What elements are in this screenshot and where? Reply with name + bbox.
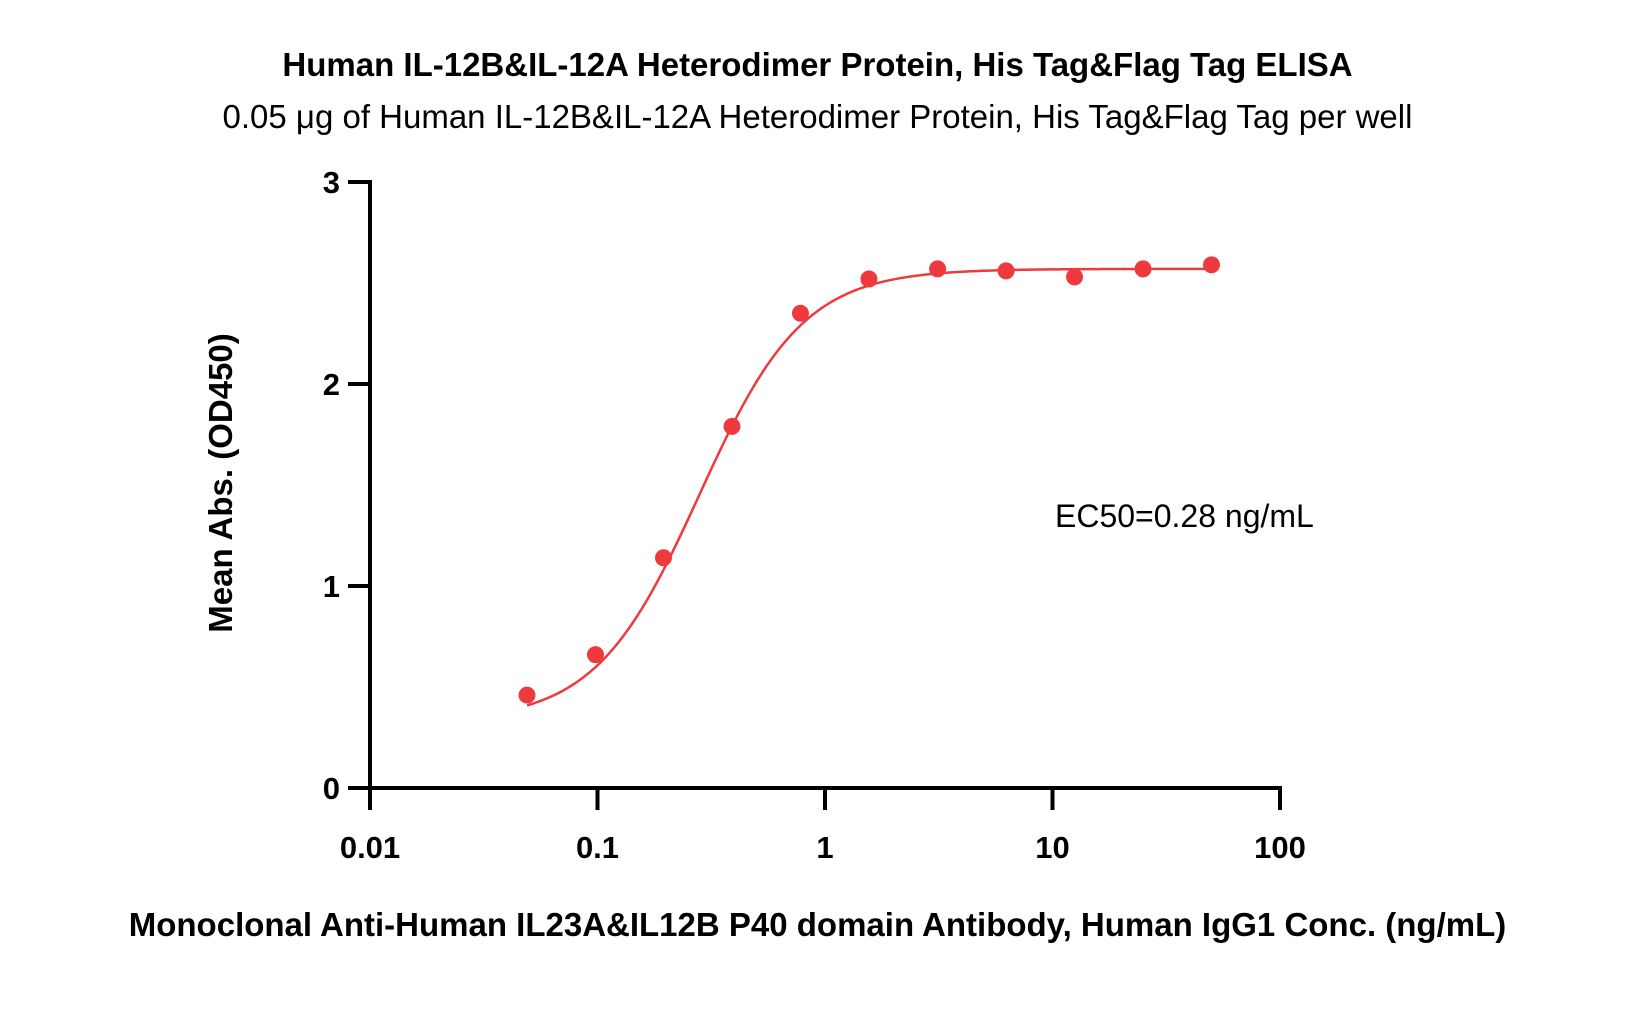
ec50-annotation: EC50=0.28 ng/mL — [1055, 498, 1314, 534]
data-point — [723, 417, 741, 435]
y-tick-label: 0 — [323, 771, 340, 806]
y-tick-label: 2 — [323, 367, 340, 402]
data-point — [997, 262, 1015, 280]
data-point — [1134, 260, 1152, 278]
data-point — [518, 686, 536, 704]
fit-curve-layer — [526, 267, 1212, 707]
x-tick-label: 10 — [1035, 830, 1069, 865]
y-axis-label: Mean Abs. (OD450) — [202, 333, 239, 633]
y-tick-label: 3 — [323, 165, 340, 200]
x-tick-label: 1 — [816, 830, 833, 865]
fit-curve — [526, 267, 1212, 707]
chart-subtitle: 0.05 μg of Human IL-12B&IL-12A Heterodim… — [222, 98, 1413, 135]
data-point — [587, 646, 605, 664]
x-tick-label: 0.01 — [340, 830, 400, 865]
data-point — [929, 260, 947, 278]
data-points-layer — [518, 256, 1221, 704]
y-tick-label: 1 — [323, 569, 340, 604]
data-point — [1066, 268, 1084, 286]
x-tick-label: 0.1 — [576, 830, 619, 865]
data-point — [860, 270, 878, 288]
data-point — [654, 549, 672, 567]
data-point — [1203, 256, 1221, 274]
chart-title: Human IL-12B&IL-12A Heterodimer Protein,… — [282, 46, 1353, 83]
axes: 0 1 2 3 0.01 0.1 1 10 100 — [323, 165, 1306, 865]
data-point — [791, 304, 809, 322]
x-axis-label: Monoclonal Anti-Human IL23A&IL12B P40 do… — [128, 906, 1507, 943]
x-tick-label: 100 — [1254, 830, 1306, 865]
